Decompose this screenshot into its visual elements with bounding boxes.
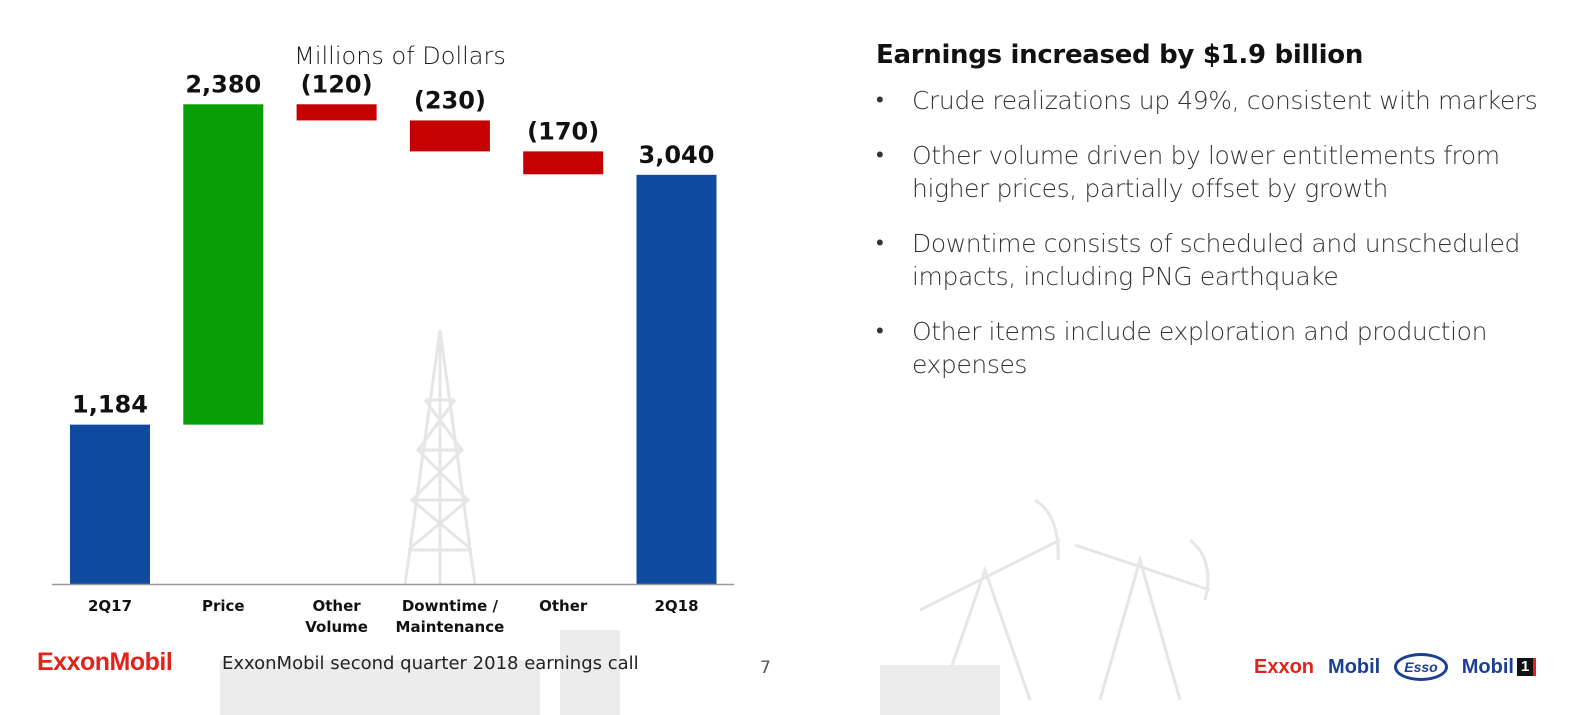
bullet-list: • Crude realizations up 49%, consistent w… [876, 84, 1576, 381]
bullet-text: Other items include exploration and prod… [912, 317, 1488, 379]
bar-2q17 [70, 424, 150, 584]
mobil1-logo: Mobil 1 [1462, 656, 1537, 679]
commentary-panel: Earnings increased by $1.9 billion • Crud… [876, 40, 1576, 403]
page-number: 7 [760, 658, 771, 678]
data-label: (170) [527, 117, 599, 145]
data-label: (120) [301, 70, 373, 98]
bullet-item: • Downtime consists of scheduled and unsc… [876, 227, 1576, 293]
chart-title: Millions of Dollars [294, 42, 506, 70]
headline: Earnings increased by $1.9 billion [876, 40, 1364, 70]
bar-downtime-maintenance [409, 120, 490, 152]
mobil1-wordmark: Mobil [1461, 655, 1514, 678]
bullet-dot-icon: • [876, 88, 884, 113]
waterfall-chart: 1,184 2Q17 2,380 Price (120) Other Volume (230)… [52, 70, 734, 636]
exxon-logo: Exxon [1254, 655, 1315, 678]
category-label: Other [539, 597, 588, 615]
bar-2q18 [636, 174, 717, 585]
bullet-item: • Other items include exploration and pro… [876, 315, 1576, 381]
bullet-text: Downtime consists of scheduled and unsch… [912, 229, 1520, 291]
data-label: (230) [414, 86, 486, 114]
bullet-text: Other volume driven by lower entitlement… [912, 141, 1500, 203]
bullet-dot-icon: • [876, 143, 884, 168]
bar-other-volume [296, 104, 377, 121]
category-label: Downtime / Maintenance [396, 597, 505, 636]
bullet-text: Crude realizations up 49%, consistent wi… [912, 86, 1538, 115]
esso-logo: Esso [1394, 653, 1448, 681]
bullet-dot-icon: • [876, 231, 884, 256]
category-label: Other Volume [305, 597, 368, 636]
bar-other [523, 151, 604, 175]
footer-caption: ExxonMobil second quarter 2018 earnings … [222, 653, 639, 674]
mobil1-number-badge: 1 [1516, 658, 1537, 676]
data-label: 1,184 [72, 391, 148, 419]
category-label: 2Q18 [654, 597, 698, 615]
bar-price [183, 104, 264, 425]
brand-logos: Exxon Mobil Esso Mobil 1 [1254, 650, 1537, 684]
category-label: 2Q17 [88, 597, 132, 615]
bullet-item: • Crude realizations up 49%, consistent w… [876, 84, 1576, 117]
mobil-logo: Mobil [1328, 655, 1381, 678]
data-label: 2,380 [185, 70, 261, 98]
bullet-item: • Other volume driven by lower entitlemen… [876, 139, 1576, 205]
category-label: Price [202, 597, 245, 615]
exxonmobil-logo: ExxonMobil [37, 648, 173, 676]
data-label: 3,040 [639, 141, 715, 169]
bullet-dot-icon: • [876, 319, 884, 344]
